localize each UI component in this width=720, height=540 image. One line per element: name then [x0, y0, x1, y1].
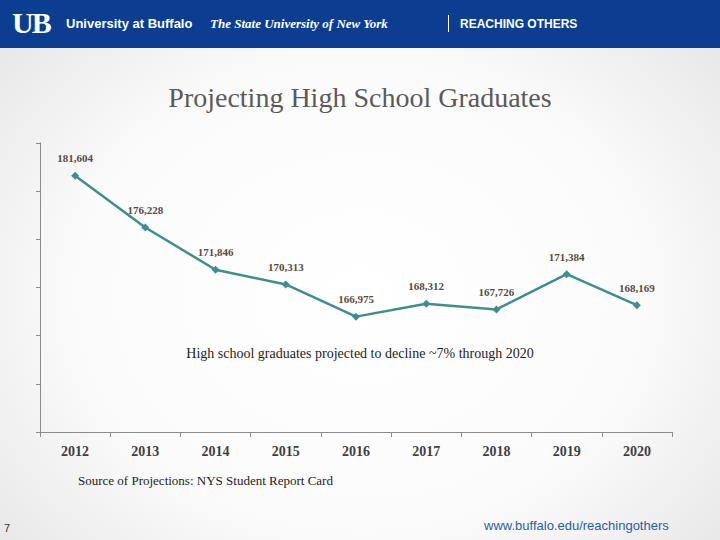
html-text:www.buffalo.edu/reachingothers: www.buffalo.edu/reachingothers: [484, 518, 669, 533]
svg-text:168,312: 168,312: [408, 280, 444, 292]
svg-text:166,975: 166,975: [338, 293, 374, 305]
svg-text:2018: 2018: [482, 444, 510, 459]
svg-text:181,604: 181,604: [57, 152, 93, 164]
svg-text:176,228: 176,228: [127, 204, 163, 216]
svg-text:2017: 2017: [412, 444, 440, 459]
svg-text:171,384: 171,384: [549, 251, 585, 263]
svg-text:2015: 2015: [272, 444, 300, 459]
svg-text:168,169: 168,169: [619, 282, 655, 294]
svg-text:2014: 2014: [202, 444, 230, 459]
svg-text:2012: 2012: [61, 444, 89, 459]
html-text:UB: UB: [12, 6, 50, 39]
svg-text:2019: 2019: [553, 444, 581, 459]
html-text:7: 7: [4, 522, 11, 534]
svg-text:Projecting High School Graduat: Projecting High School Graduates: [168, 82, 551, 113]
svg-text:Source of Projections: NYS Stu: Source of Projections: NYS Student Repor…: [78, 473, 333, 488]
svg-text:High school graduates projecte: High school graduates projected to decli…: [186, 346, 533, 361]
svg-text:2016: 2016: [342, 444, 370, 459]
svg-text:170,313: 170,313: [268, 261, 304, 273]
html-text:REACHING OTHERS: REACHING OTHERS: [460, 17, 578, 31]
svg-text:2020: 2020: [623, 444, 651, 459]
html-text:University at Buffalo: University at Buffalo: [66, 16, 193, 31]
svg-text:167,726: 167,726: [479, 286, 515, 298]
svg-text:2013: 2013: [131, 444, 159, 459]
html-text:The State University of New Yo: The State University of New York: [210, 16, 388, 31]
svg-text:171,846: 171,846: [198, 246, 234, 258]
